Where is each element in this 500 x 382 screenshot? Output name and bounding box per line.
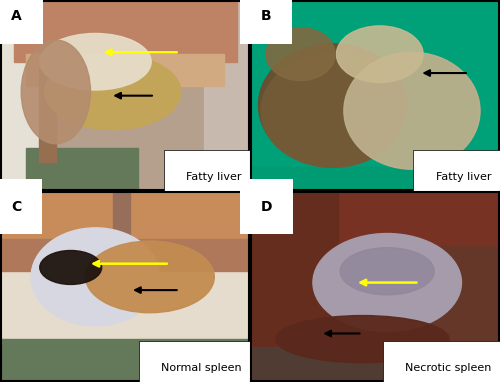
Polygon shape	[2, 2, 46, 190]
Ellipse shape	[344, 52, 480, 169]
Polygon shape	[251, 167, 498, 190]
Ellipse shape	[261, 54, 404, 167]
Ellipse shape	[40, 251, 102, 285]
Ellipse shape	[313, 233, 462, 332]
Polygon shape	[251, 192, 498, 380]
Ellipse shape	[336, 26, 423, 83]
Polygon shape	[2, 239, 249, 271]
Ellipse shape	[44, 54, 181, 129]
Polygon shape	[2, 192, 249, 245]
Polygon shape	[14, 2, 236, 62]
Polygon shape	[26, 54, 224, 86]
Text: A: A	[12, 9, 22, 23]
Polygon shape	[251, 192, 498, 245]
Ellipse shape	[21, 40, 90, 144]
Text: D: D	[261, 199, 272, 214]
Polygon shape	[38, 67, 56, 162]
Text: Normal spleen: Normal spleen	[161, 363, 242, 373]
Polygon shape	[204, 2, 249, 190]
Polygon shape	[26, 149, 138, 190]
Polygon shape	[251, 347, 498, 380]
Ellipse shape	[31, 228, 160, 326]
Polygon shape	[2, 192, 249, 380]
Ellipse shape	[258, 44, 407, 167]
Text: Necrotic spleen: Necrotic spleen	[405, 363, 491, 373]
Polygon shape	[2, 339, 249, 380]
Ellipse shape	[86, 241, 214, 313]
Polygon shape	[251, 192, 338, 380]
Ellipse shape	[276, 316, 449, 363]
Polygon shape	[113, 192, 130, 233]
Ellipse shape	[340, 248, 434, 295]
Text: Fatty liver: Fatty liver	[436, 172, 491, 183]
Ellipse shape	[266, 28, 335, 81]
Text: C: C	[12, 199, 22, 214]
Text: Fatty liver: Fatty liver	[186, 172, 242, 183]
Text: B: B	[261, 9, 272, 23]
Ellipse shape	[40, 34, 151, 90]
